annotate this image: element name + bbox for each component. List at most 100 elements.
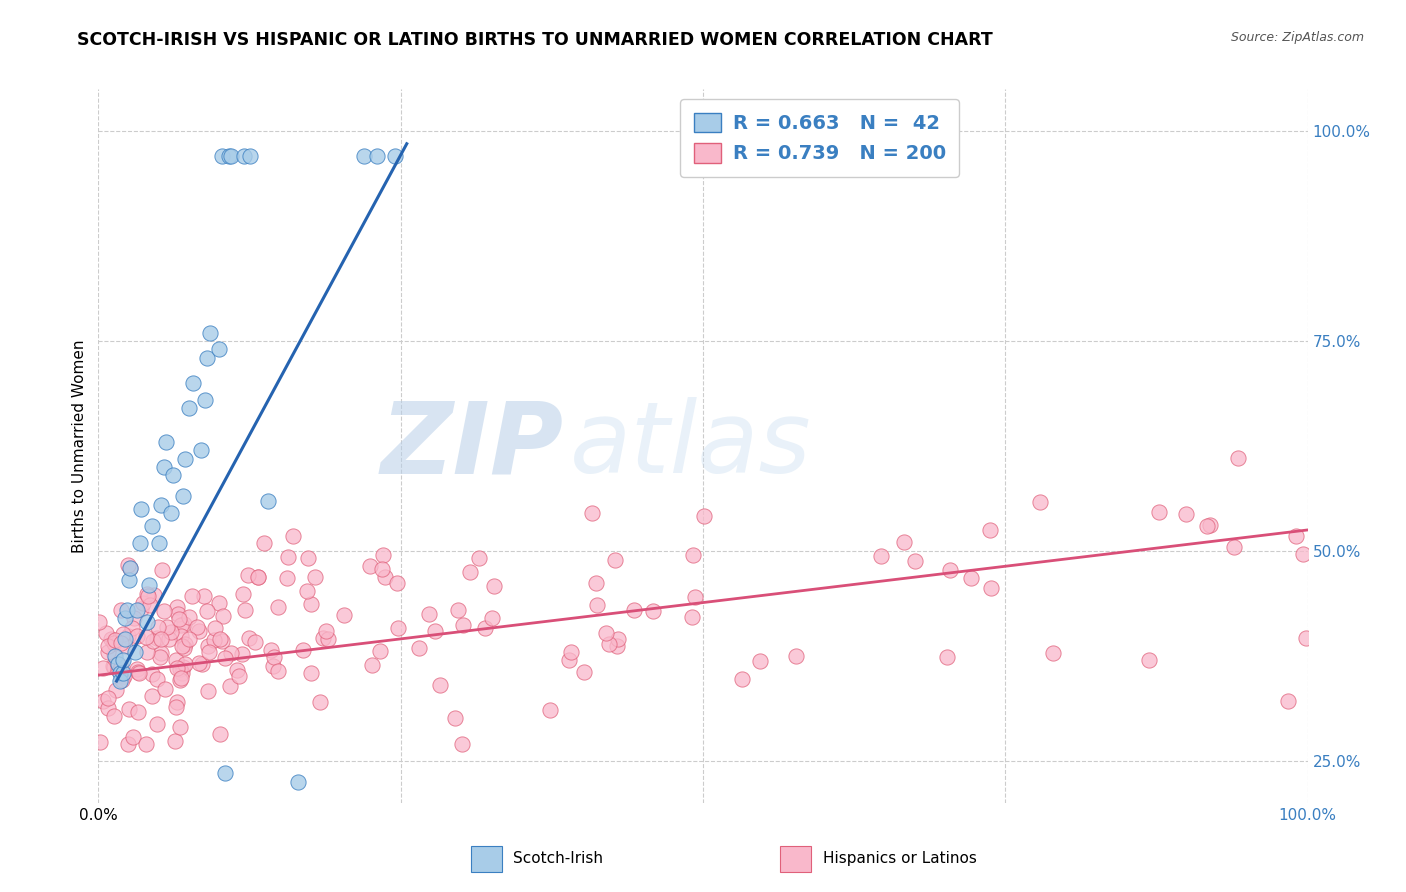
Point	[152, 562, 174, 576]
Point	[291, 643, 314, 657]
Point	[136, 587, 159, 601]
Point	[117, 629, 139, 643]
Point	[153, 604, 176, 618]
Point	[239, 149, 262, 163]
Point	[136, 645, 159, 659]
Point	[177, 632, 200, 646]
Point	[169, 612, 191, 626]
Point	[111, 627, 134, 641]
Point	[104, 683, 127, 698]
Point	[444, 711, 467, 725]
Point	[118, 574, 141, 588]
Point	[117, 603, 139, 617]
Text: ZIP: ZIP	[381, 398, 564, 494]
Point	[135, 737, 157, 751]
Point	[108, 664, 131, 678]
Point	[118, 560, 141, 574]
Point	[606, 632, 628, 647]
Point	[93, 661, 115, 675]
Point	[195, 604, 218, 618]
Point	[172, 489, 194, 503]
Point	[91, 694, 114, 708]
Point	[870, 549, 893, 564]
Point	[208, 343, 231, 357]
Point	[100, 632, 122, 646]
Point	[211, 633, 233, 648]
Point	[366, 149, 388, 163]
Point	[373, 548, 395, 562]
Text: Hispanics or Latinos: Hispanics or Latinos	[823, 852, 976, 866]
Point	[124, 611, 146, 625]
Point	[218, 679, 240, 693]
Point	[606, 639, 628, 653]
Point	[103, 659, 125, 673]
Point	[1195, 519, 1218, 533]
Point	[127, 603, 149, 617]
Point	[359, 559, 381, 574]
Point	[1223, 540, 1246, 554]
Point	[112, 669, 135, 683]
Point	[138, 577, 160, 591]
Point	[152, 460, 174, 475]
Point	[1147, 504, 1170, 518]
Y-axis label: Births to Unmarried Women: Births to Unmarried Women	[72, 339, 87, 553]
Point	[121, 621, 143, 635]
Point	[297, 551, 319, 566]
Point	[287, 774, 309, 789]
Point	[148, 535, 170, 549]
Point	[643, 604, 665, 618]
Point	[104, 648, 127, 663]
Point	[232, 149, 254, 163]
Point	[749, 654, 772, 668]
Point	[141, 518, 163, 533]
Point	[458, 565, 481, 579]
Point	[246, 570, 269, 584]
Point	[893, 534, 915, 549]
Point	[374, 569, 396, 583]
Point	[173, 616, 195, 631]
Point	[94, 626, 117, 640]
Point	[146, 620, 169, 634]
Point	[146, 631, 169, 645]
Point	[135, 615, 157, 630]
Point	[166, 607, 188, 622]
Point	[187, 656, 209, 670]
Point	[276, 571, 298, 585]
Legend: R = 0.663   N =  42, R = 0.739   N = 200: R = 0.663 N = 42, R = 0.739 N = 200	[681, 99, 959, 177]
Point	[558, 653, 581, 667]
Point	[132, 596, 155, 610]
Point	[1295, 631, 1317, 645]
Point	[218, 149, 240, 163]
Point	[89, 615, 111, 630]
Point	[243, 635, 266, 649]
Point	[236, 568, 259, 582]
Point	[785, 648, 807, 663]
Point	[160, 506, 183, 520]
Point	[141, 667, 163, 681]
Point	[163, 734, 186, 748]
Point	[96, 644, 118, 658]
Point	[150, 498, 173, 512]
Point	[187, 624, 209, 639]
Point	[221, 149, 243, 163]
Point	[538, 703, 561, 717]
Point	[586, 598, 609, 612]
Point	[299, 665, 322, 680]
Point	[193, 589, 215, 603]
Point	[128, 535, 150, 549]
Point	[682, 548, 704, 562]
Point	[267, 664, 290, 678]
Point	[181, 589, 204, 603]
Point	[114, 611, 136, 625]
Point	[219, 646, 242, 660]
Point	[103, 659, 125, 673]
Point	[129, 502, 152, 516]
Point	[155, 434, 177, 449]
Point	[256, 493, 278, 508]
Point	[104, 632, 127, 647]
Point	[1198, 518, 1220, 533]
Point	[165, 700, 187, 714]
Point	[165, 652, 187, 666]
Point	[197, 684, 219, 698]
Point	[262, 659, 284, 673]
